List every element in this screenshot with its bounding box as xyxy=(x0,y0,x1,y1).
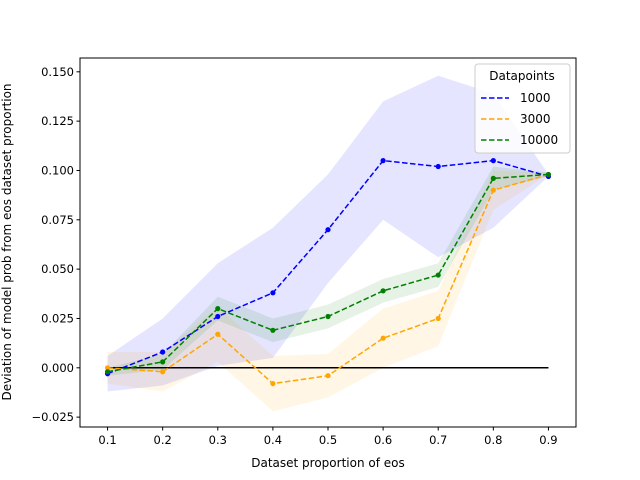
point-series-10000-0 xyxy=(104,369,111,375)
band-series-3000 xyxy=(107,170,549,412)
legend-items: 1000 3000 10000 xyxy=(481,91,558,147)
y-tick-label: 0.000 xyxy=(41,361,74,375)
point-series-3000-0 xyxy=(104,365,111,371)
point-series-1000-5 xyxy=(380,158,386,164)
point-series-3000-2 xyxy=(215,331,221,337)
x-axis-ticks: 0.1 0.2 0.3 0.4 0.5 0.6 0.7 0.8 0.9 xyxy=(98,427,558,447)
x-tick-label: 0.8 xyxy=(484,433,502,447)
point-series-1000-4 xyxy=(325,227,331,233)
x-tick-label: 0.4 xyxy=(264,433,282,447)
point-series-10000-7 xyxy=(490,175,496,181)
x-tick-label: 0.1 xyxy=(98,433,116,447)
point-series-3000-4 xyxy=(325,373,331,379)
y-tick-label: 0.125 xyxy=(41,114,74,128)
point-series-10000-2 xyxy=(215,306,221,312)
y-tick-label: 0.100 xyxy=(41,163,74,177)
y-tick-label: −0.025 xyxy=(31,410,74,424)
legend-box xyxy=(474,63,571,154)
point-series-3000-1 xyxy=(160,369,166,375)
point-series-1000-2 xyxy=(215,313,221,320)
legend-label-3000: 3000 xyxy=(520,112,551,126)
legend-title: Datapoints xyxy=(489,69,555,83)
point-series-1000-6 xyxy=(435,163,441,170)
point-series-1000-1 xyxy=(160,349,166,355)
x-tick-label: 0.7 xyxy=(429,433,447,447)
point-series-3000-7 xyxy=(490,187,496,193)
legend-label-10000: 10000 xyxy=(520,133,558,147)
x-tick-label: 0.5 xyxy=(319,433,337,447)
series-points xyxy=(104,158,552,387)
x-tick-label: 0.6 xyxy=(374,433,392,447)
point-series-10000-6 xyxy=(435,272,441,278)
x-axis-label: Dataset proportion of eos xyxy=(251,456,405,470)
point-series-3000-5 xyxy=(380,335,386,341)
point-series-1000-7 xyxy=(490,158,496,164)
point-series-10000-1 xyxy=(160,359,166,365)
x-tick-label: 0.9 xyxy=(539,433,557,447)
point-series-10000-4 xyxy=(325,313,331,320)
x-tick-label: 0.3 xyxy=(209,433,227,447)
y-tick-label: 0.025 xyxy=(41,311,74,325)
y-tick-label: 0.075 xyxy=(41,213,74,227)
point-series-3000-3 xyxy=(270,380,276,387)
point-series-10000-5 xyxy=(380,288,386,294)
y-axis-ticks: −0.025 0.000 0.025 0.050 0.075 0.100 0.125 0.15… xyxy=(31,65,80,424)
legend: Datapoints 1000 3000 10000 xyxy=(474,63,571,154)
point-series-3000-6 xyxy=(435,315,441,322)
point-series-10000-3 xyxy=(270,327,276,333)
y-tick-label: 0.150 xyxy=(41,65,74,79)
point-series-1000-3 xyxy=(270,290,276,296)
y-tick-label: 0.050 xyxy=(41,262,74,276)
x-tick-label: 0.2 xyxy=(154,433,172,447)
y-axis-label: Deviation of model prob from eos dataset… xyxy=(0,83,14,400)
band-series-1000 xyxy=(107,75,549,392)
point-series-10000-8 xyxy=(545,171,552,178)
confidence-bands xyxy=(107,75,549,412)
legend-label-1000: 1000 xyxy=(520,91,551,105)
